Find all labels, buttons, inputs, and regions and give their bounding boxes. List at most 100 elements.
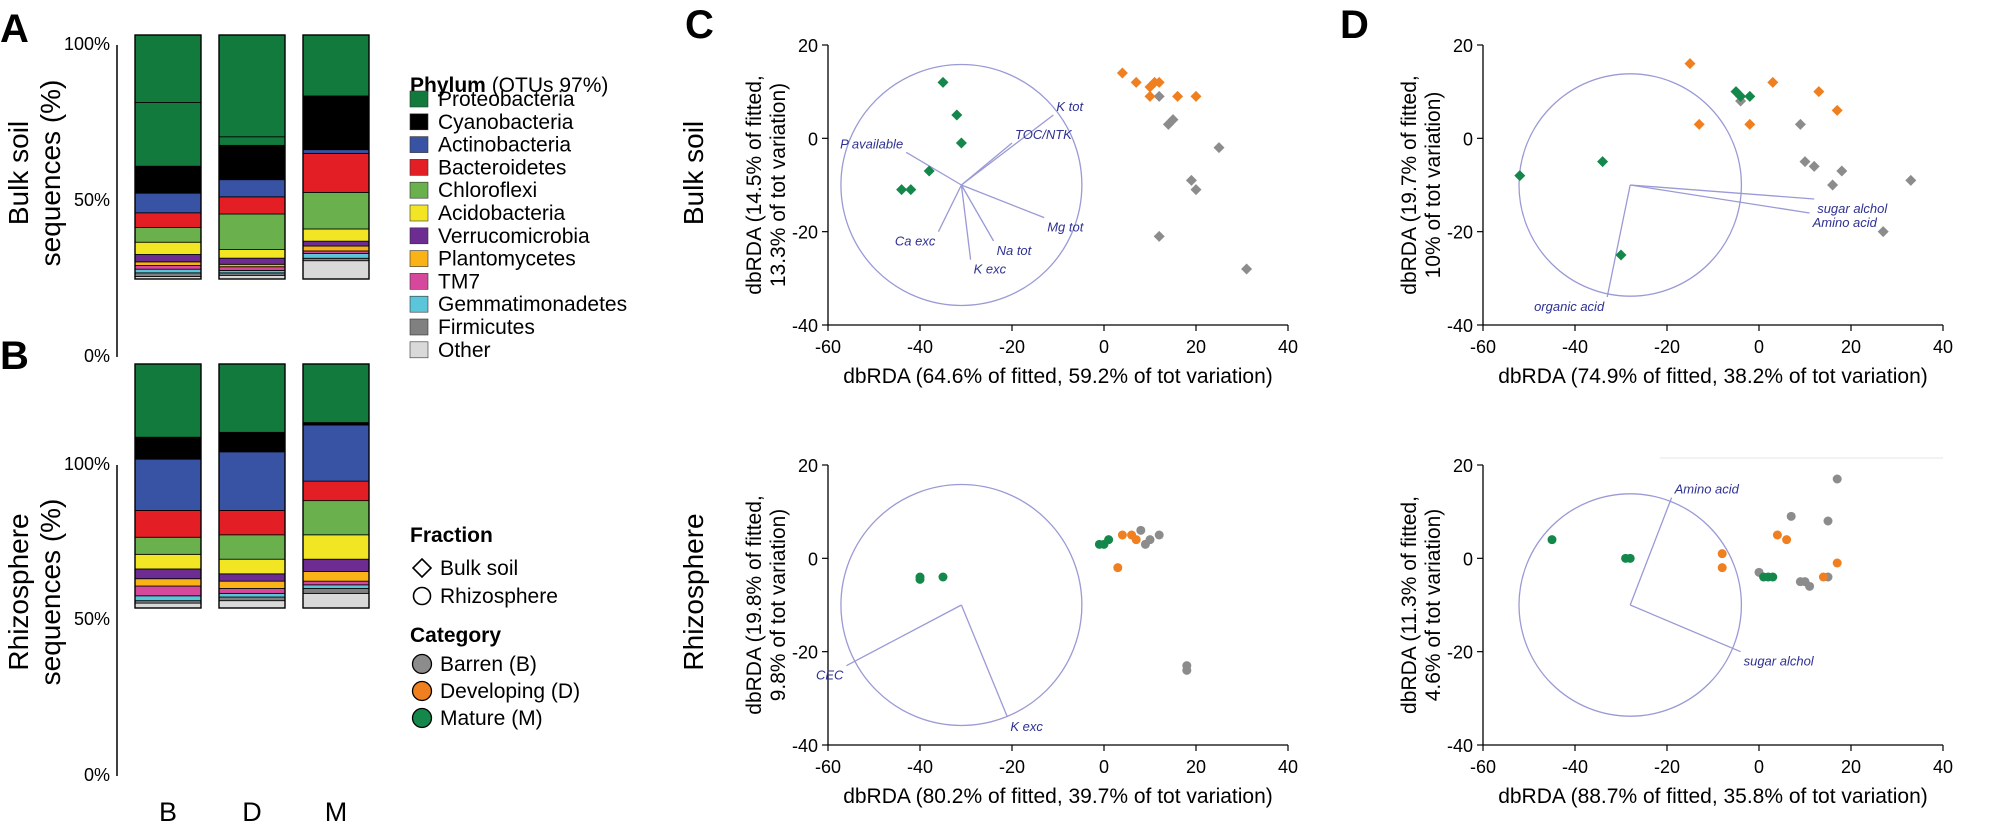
legend-swatch [409, 273, 429, 290]
bar-segment [302, 252, 370, 259]
bar-segment [218, 558, 286, 575]
x-tick-label: 40 [1933, 757, 1953, 777]
y-tick-label: 20 [798, 36, 818, 56]
panel-label-a: A [0, 7, 29, 51]
chart-a-bars [134, 34, 370, 280]
y-tick-label: 0 [1463, 549, 1473, 569]
correlation-circle [1518, 73, 1743, 297]
data-point [1744, 118, 1756, 130]
bar-segment [302, 240, 370, 247]
x-axis-label: dbRDA (64.6% of fitted, 59.2% of tot var… [843, 365, 1273, 388]
biplot-vector [961, 184, 1045, 219]
biplot-vector [905, 151, 962, 186]
data-point [1717, 563, 1727, 573]
data-point [1744, 90, 1756, 102]
data-point [1794, 118, 1806, 130]
vector-label: CEC [816, 668, 844, 683]
y-tick-label: 20 [1453, 36, 1473, 56]
panel-label-d: D [1340, 3, 1369, 47]
bar-segment [134, 509, 202, 538]
chart-a-ylabel-1: Bulk soil [3, 121, 34, 225]
y-tick-label: -20 [792, 223, 818, 243]
legend-swatch [409, 318, 429, 336]
y-tick-label: -20 [1447, 223, 1473, 243]
bar-segment [134, 272, 202, 277]
data-point [1153, 90, 1165, 102]
legend-item-label: Acidobacteria [438, 202, 566, 225]
data-point [955, 137, 967, 149]
bar-outline [302, 34, 370, 280]
y-axis-label-line2: 9.8% of tot variation) [767, 509, 790, 702]
data-point [1832, 558, 1842, 568]
vector-label: Amino acid [1812, 215, 1878, 230]
biplot-vector [937, 184, 962, 232]
biplot-vector [961, 114, 1054, 186]
x-tick-label: -60 [1470, 757, 1496, 777]
vector-label: K tot [1056, 99, 1084, 114]
data-point [1190, 184, 1202, 196]
biplot-vector [846, 604, 962, 667]
data-point [1113, 563, 1123, 573]
legend-category-marker [411, 707, 433, 729]
legend-swatch [409, 204, 429, 222]
bar-segment [218, 592, 286, 598]
x-axis-label: dbRDA (74.9% of fitted, 38.2% of tot var… [1498, 365, 1928, 388]
x-tick-label: -60 [815, 757, 841, 777]
vector-label: K exc [1010, 719, 1043, 734]
legend-swatch [409, 250, 429, 267]
vector-label: TOC/NTK [1015, 127, 1073, 142]
x-tick-label: 20 [1841, 757, 1861, 777]
data-point [896, 184, 908, 196]
legend-item-label: Bacteroidetes [438, 156, 566, 179]
legend-category-marker [411, 653, 433, 675]
data-point [1153, 76, 1165, 88]
bar-segment [134, 34, 202, 103]
legend-category-marker [411, 680, 433, 702]
vector-label: Na tot [997, 243, 1033, 258]
legend-fraction-bulk: Bulk soil [440, 557, 518, 580]
x-tick-label: 40 [1278, 757, 1298, 777]
bar-segment [134, 363, 202, 438]
legend-swatch [409, 341, 429, 359]
y-axis-label-line2: 4.6% of tot variation) [1422, 509, 1445, 702]
bar-segment [302, 245, 370, 252]
bar-segment [218, 573, 286, 582]
y-axis-label-line2: 13.3% of tot variation) [767, 83, 790, 287]
data-point [938, 572, 948, 582]
data-point [1131, 535, 1141, 545]
vector-label: sugar alchol [1817, 201, 1888, 216]
bar-segment [218, 588, 286, 594]
data-point [1104, 535, 1114, 545]
panel-label-c: C [685, 3, 714, 47]
chart-a-ytick-50: 50% [74, 190, 110, 210]
data-point [1905, 174, 1917, 186]
data-point [1185, 174, 1197, 186]
data-point [1213, 142, 1225, 154]
x-tick-label: 40 [1933, 337, 1953, 357]
bar-segment [218, 580, 286, 589]
legend-category-label: Mature (M) [440, 707, 543, 730]
data-point [915, 574, 925, 584]
vector-label: organic acid [1534, 299, 1605, 314]
bar-segment [302, 191, 370, 230]
legend-item-label: Chloroflexi [438, 179, 537, 202]
data-point [1813, 86, 1825, 98]
x-tick-label: 20 [1186, 337, 1206, 357]
data-point [1154, 530, 1164, 540]
y-tick-label: -20 [1447, 643, 1473, 663]
bar-segment [218, 196, 286, 215]
row-label-rhizosphere: Rhizosphere [678, 513, 709, 670]
bar-segment [218, 534, 286, 560]
legend-item-label: Actinobacteria [438, 134, 571, 157]
data-point [1153, 230, 1165, 242]
data-point [1597, 156, 1609, 168]
data-point [1625, 553, 1635, 563]
bar-segment [302, 571, 370, 582]
bar-outline [134, 34, 202, 280]
bar-segment [302, 95, 370, 151]
x-tick-label: -20 [999, 757, 1025, 777]
bar-segment [302, 534, 370, 560]
x-tick-label: 40 [1278, 337, 1298, 357]
bar-segment [218, 431, 286, 453]
bar-segment [218, 179, 286, 198]
